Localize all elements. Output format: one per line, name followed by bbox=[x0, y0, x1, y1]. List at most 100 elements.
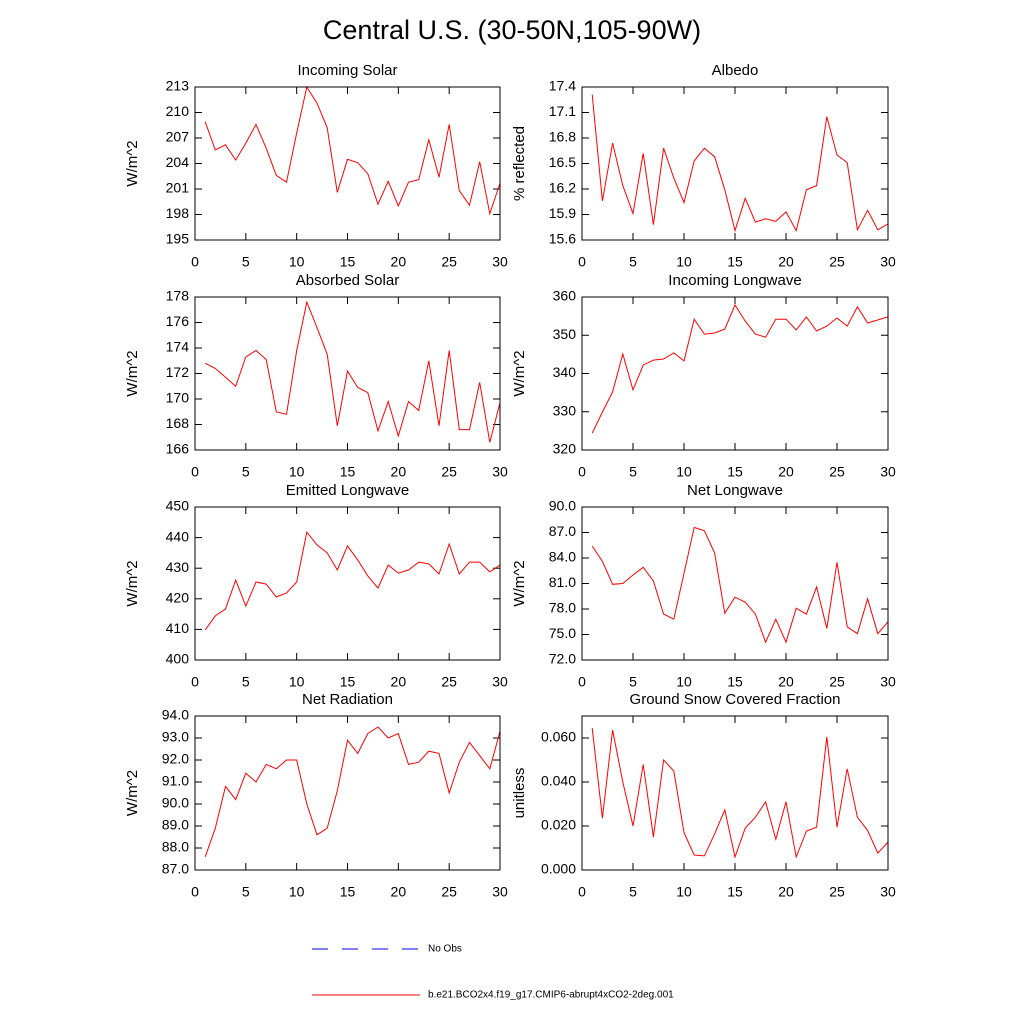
x-tick-label: 10 bbox=[289, 464, 305, 480]
panel-title: Emitted Longwave bbox=[286, 482, 409, 499]
y-tick-label: 174 bbox=[166, 339, 190, 355]
y-axis-label: W/m^2 bbox=[124, 140, 141, 186]
y-tick-label: 340 bbox=[553, 364, 577, 380]
x-tick-label: 5 bbox=[242, 674, 250, 690]
x-tick-label: 0 bbox=[191, 464, 199, 480]
panel-title: Incoming Solar bbox=[297, 62, 397, 79]
x-tick-label: 10 bbox=[676, 464, 692, 480]
x-tick-label: 10 bbox=[676, 674, 692, 690]
y-tick-label: 94.0 bbox=[162, 707, 189, 723]
y-tick-label: 91.0 bbox=[162, 773, 189, 789]
x-tick-label: 25 bbox=[829, 254, 845, 270]
x-tick-label: 0 bbox=[578, 674, 586, 690]
plot-frame bbox=[581, 86, 889, 241]
x-tick-label: 25 bbox=[829, 884, 845, 900]
plot-frame bbox=[194, 86, 501, 241]
x-tick-label: 5 bbox=[629, 254, 637, 270]
x-tick-label: 25 bbox=[829, 674, 845, 690]
y-tick-label: 170 bbox=[166, 390, 190, 406]
y-tick-label: 172 bbox=[166, 364, 190, 380]
x-tick-label: 30 bbox=[492, 674, 508, 690]
y-tick-label: 440 bbox=[166, 528, 190, 544]
x-tick-label: 30 bbox=[880, 464, 896, 480]
y-tick-label: 75.0 bbox=[549, 625, 576, 641]
x-tick-label: 20 bbox=[778, 254, 794, 270]
y-axis-label: % reflected bbox=[511, 126, 528, 201]
x-tick-label: 30 bbox=[492, 464, 508, 480]
panel-title: Ground Snow Covered Fraction bbox=[630, 691, 841, 708]
y-tick-label: 198 bbox=[166, 205, 190, 221]
legend-label: b.e21.BCO2x4.f19_g17.CMIP6-abrupt4xCO2-2… bbox=[428, 990, 674, 1001]
panel-title: Albedo bbox=[712, 62, 759, 79]
y-tick-label: 93.0 bbox=[162, 729, 189, 745]
data-line bbox=[591, 728, 889, 859]
plot-frame bbox=[581, 506, 889, 661]
y-axis-label: W/m^2 bbox=[124, 560, 141, 606]
panel-title: Net Longwave bbox=[687, 482, 783, 499]
y-tick-label: 17.4 bbox=[549, 78, 576, 94]
y-tick-label: 420 bbox=[166, 590, 190, 606]
x-tick-label: 0 bbox=[578, 884, 586, 900]
x-tick-label: 25 bbox=[441, 464, 457, 480]
y-axis-label: W/m^2 bbox=[511, 350, 528, 396]
x-tick-label: 20 bbox=[391, 674, 407, 690]
x-tick-label: 30 bbox=[492, 254, 508, 270]
y-tick-label: 78.0 bbox=[549, 600, 576, 616]
x-tick-label: 15 bbox=[340, 884, 356, 900]
y-tick-label: 81.0 bbox=[549, 574, 576, 590]
panel-title: Net Radiation bbox=[302, 691, 393, 708]
y-tick-label: 201 bbox=[166, 180, 190, 196]
x-tick-label: 0 bbox=[578, 464, 586, 480]
plot-frame bbox=[194, 715, 501, 871]
y-tick-label: 178 bbox=[166, 288, 190, 304]
y-tick-label: 0.000 bbox=[541, 861, 576, 877]
y-tick-label: 210 bbox=[166, 103, 190, 119]
y-tick-label: 213 bbox=[166, 78, 190, 94]
y-tick-label: 16.2 bbox=[549, 180, 576, 196]
panel-title: Absorbed Solar bbox=[296, 272, 399, 289]
y-tick-label: 350 bbox=[553, 326, 577, 342]
y-tick-label: 17.1 bbox=[549, 103, 576, 119]
legend-label: No Obs bbox=[428, 944, 462, 955]
x-tick-label: 20 bbox=[778, 464, 794, 480]
y-tick-label: 16.8 bbox=[549, 129, 576, 145]
x-tick-label: 5 bbox=[629, 674, 637, 690]
data-line bbox=[204, 300, 501, 443]
x-tick-label: 20 bbox=[391, 884, 407, 900]
y-axis-label: W/m^2 bbox=[124, 350, 141, 396]
x-tick-label: 0 bbox=[191, 674, 199, 690]
x-tick-label: 15 bbox=[727, 464, 743, 480]
x-tick-label: 15 bbox=[340, 464, 356, 480]
data-line bbox=[591, 94, 889, 233]
y-axis-label: unitless bbox=[511, 768, 528, 819]
x-tick-label: 30 bbox=[880, 674, 896, 690]
x-tick-label: 10 bbox=[676, 254, 692, 270]
y-tick-label: 90.0 bbox=[549, 498, 576, 514]
x-tick-label: 20 bbox=[778, 674, 794, 690]
x-tick-label: 25 bbox=[441, 254, 457, 270]
x-tick-label: 15 bbox=[340, 674, 356, 690]
x-tick-label: 20 bbox=[778, 884, 794, 900]
plot-frame bbox=[581, 715, 889, 871]
y-tick-label: 90.0 bbox=[162, 795, 189, 811]
y-tick-label: 166 bbox=[166, 441, 190, 457]
x-tick-label: 20 bbox=[391, 464, 407, 480]
x-tick-label: 30 bbox=[880, 254, 896, 270]
x-tick-label: 0 bbox=[191, 884, 199, 900]
x-tick-label: 5 bbox=[629, 464, 637, 480]
x-tick-label: 15 bbox=[727, 884, 743, 900]
y-tick-label: 84.0 bbox=[549, 549, 576, 565]
y-tick-label: 88.0 bbox=[162, 839, 189, 855]
data-line bbox=[204, 530, 501, 631]
y-tick-label: 360 bbox=[553, 288, 577, 304]
y-tick-label: 16.5 bbox=[549, 154, 576, 170]
y-tick-label: 400 bbox=[166, 651, 190, 667]
x-tick-label: 5 bbox=[242, 884, 250, 900]
plot-frame bbox=[194, 506, 501, 661]
panel-title: Incoming Longwave bbox=[668, 272, 801, 289]
y-axis-label: W/m^2 bbox=[124, 770, 141, 816]
x-tick-label: 25 bbox=[829, 464, 845, 480]
x-tick-label: 0 bbox=[578, 254, 586, 270]
y-tick-label: 0.020 bbox=[541, 817, 576, 833]
